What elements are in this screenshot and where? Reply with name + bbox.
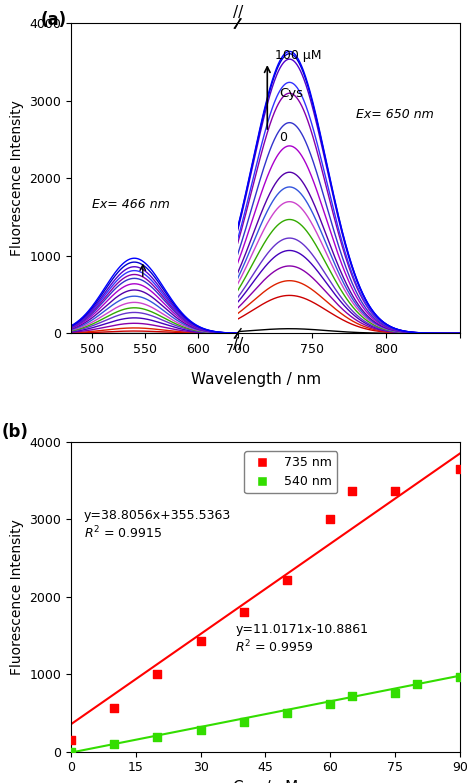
Point xyxy=(283,707,291,720)
Point xyxy=(110,702,118,715)
Point xyxy=(197,723,204,736)
Text: //: // xyxy=(233,337,243,352)
Point xyxy=(327,513,334,525)
Point xyxy=(348,690,356,702)
Text: y=38.8056x+355.5363
$R^2$ = 0.9915: y=38.8056x+355.5363 $R^2$ = 0.9915 xyxy=(84,509,231,542)
Point xyxy=(154,668,161,680)
Point xyxy=(67,745,75,758)
Y-axis label: Fluorescence Intensity: Fluorescence Intensity xyxy=(10,100,24,256)
Point xyxy=(413,678,420,691)
Text: Cys: Cys xyxy=(279,87,303,100)
Point xyxy=(327,698,334,710)
Point xyxy=(154,731,161,743)
Point xyxy=(197,635,204,648)
Text: //: // xyxy=(233,5,243,20)
Point xyxy=(348,485,356,497)
Text: Ex= 466 nm: Ex= 466 nm xyxy=(92,198,170,211)
Point xyxy=(67,734,75,746)
Point xyxy=(456,670,464,683)
Point xyxy=(283,573,291,586)
Text: y=11.0171x-10.8861
$R^2$ = 0.9959: y=11.0171x-10.8861 $R^2$ = 0.9959 xyxy=(235,623,368,655)
X-axis label: Cys / μM: Cys / μM xyxy=(233,780,298,783)
Y-axis label: Fluorescence Intensity: Fluorescence Intensity xyxy=(10,519,24,675)
Point xyxy=(110,738,118,750)
Text: 0: 0 xyxy=(279,132,287,144)
Point xyxy=(240,606,247,619)
Point xyxy=(240,716,247,728)
Text: Wavelength / nm: Wavelength / nm xyxy=(191,372,321,387)
Point xyxy=(456,463,464,475)
Text: (a): (a) xyxy=(41,11,67,29)
Text: Ex= 650 nm: Ex= 650 nm xyxy=(356,108,434,121)
Text: (b): (b) xyxy=(1,424,28,441)
Point xyxy=(391,485,399,498)
Legend: 735 nm, 540 nm: 735 nm, 540 nm xyxy=(245,451,337,493)
Text: 100 μM: 100 μM xyxy=(275,49,321,62)
Point xyxy=(391,687,399,699)
